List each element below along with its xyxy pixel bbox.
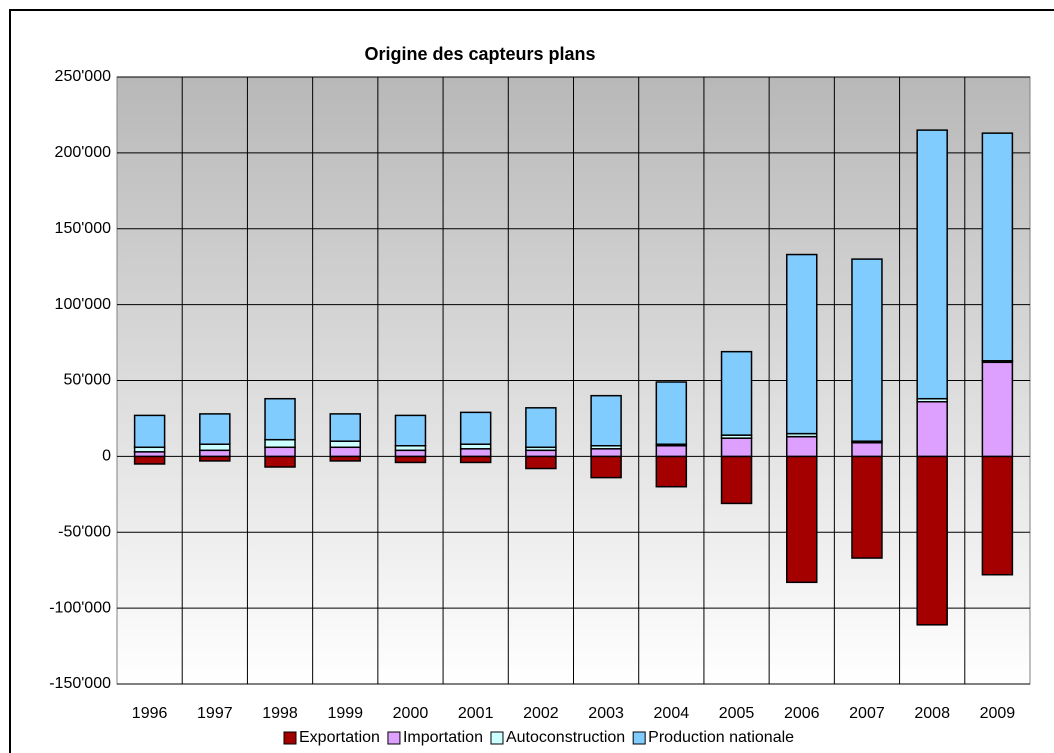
bar-segment: [786, 435, 818, 458]
bar-segment: [720, 437, 753, 458]
bar-segment: [329, 413, 361, 442]
x-tick-label: 1998: [262, 705, 298, 722]
bar-segment: [655, 445, 688, 458]
bar-segment: [525, 449, 557, 458]
bar-segment: [916, 129, 948, 400]
bar-segment: [459, 455, 492, 464]
bar-segment: [264, 438, 296, 449]
bar-segment: [981, 361, 1014, 458]
x-tick-label: 2003: [588, 705, 624, 722]
bar-segment: [851, 258, 883, 442]
x-tick-label: 1997: [197, 705, 233, 722]
bar-segment: [720, 455, 753, 505]
bar-segment: [394, 449, 427, 458]
bar-segment: [590, 394, 622, 447]
y-tick-label: 250'000: [55, 68, 112, 85]
legend-label: Production nationale: [648, 729, 794, 746]
x-tick-label: 2001: [458, 705, 494, 722]
x-tick-label: 2006: [784, 705, 820, 722]
bar-segment: [199, 443, 231, 452]
bar-segment: [394, 455, 427, 464]
legend-label: Autoconstruction: [506, 729, 625, 746]
bar-segment: [655, 381, 688, 445]
bar-segment: [525, 407, 557, 449]
bar-segment: [981, 455, 1014, 576]
bar-segment: [590, 448, 622, 458]
y-tick-label: 0: [102, 448, 111, 465]
bar-segment: [394, 414, 427, 447]
x-tick-label: 1999: [327, 705, 363, 722]
bar-segment: [264, 455, 296, 468]
bar-segment: [916, 455, 948, 626]
chart-title: Origine des capteurs plans: [364, 44, 595, 64]
bar-segment: [720, 350, 753, 436]
y-tick-label: 200'000: [55, 144, 112, 161]
bar-segment: [851, 441, 883, 458]
x-tick-label: 1996: [132, 705, 168, 722]
legend-swatch: [490, 731, 504, 745]
legend-swatch: [632, 731, 646, 745]
y-tick-label: 100'000: [55, 296, 112, 313]
y-tick-label: -150'000: [49, 675, 111, 692]
bar-segment: [199, 449, 231, 458]
legend-swatch: [283, 731, 297, 745]
bar-segment: [851, 455, 883, 559]
bar-segment: [655, 455, 688, 488]
bar-segment: [916, 400, 948, 458]
legend-label: Importation: [403, 729, 483, 746]
y-tick-label: -100'000: [49, 599, 111, 616]
bar-segment: [525, 455, 557, 470]
bar-segment: [786, 253, 818, 435]
x-tick-label: 2008: [914, 705, 950, 722]
bar-segment: [329, 446, 361, 458]
bar-segment: [199, 413, 231, 445]
bar-segment: [459, 448, 492, 458]
bar-segment: [329, 440, 361, 449]
bar-segment: [786, 455, 818, 584]
x-tick-label: 2002: [523, 705, 559, 722]
bar-segment: [590, 455, 622, 479]
bar-segment: [981, 132, 1014, 362]
y-tick-label: 50'000: [63, 372, 111, 389]
bar-segment: [459, 411, 492, 445]
x-tick-label: 2007: [849, 705, 885, 722]
bar-segment: [133, 414, 166, 449]
bar-segment: [133, 455, 166, 465]
x-tick-label: 2000: [393, 705, 429, 722]
bar-segment: [264, 446, 296, 458]
x-tick-label: 2009: [980, 705, 1016, 722]
y-tick-label: 150'000: [55, 220, 112, 237]
x-tick-label: 2004: [654, 705, 690, 722]
legend-swatch: [387, 731, 401, 745]
legend-label: Exportation: [299, 729, 380, 746]
bar-segment: [264, 397, 296, 441]
x-tick-label: 2005: [719, 705, 755, 722]
y-tick-label: -50'000: [58, 523, 111, 540]
